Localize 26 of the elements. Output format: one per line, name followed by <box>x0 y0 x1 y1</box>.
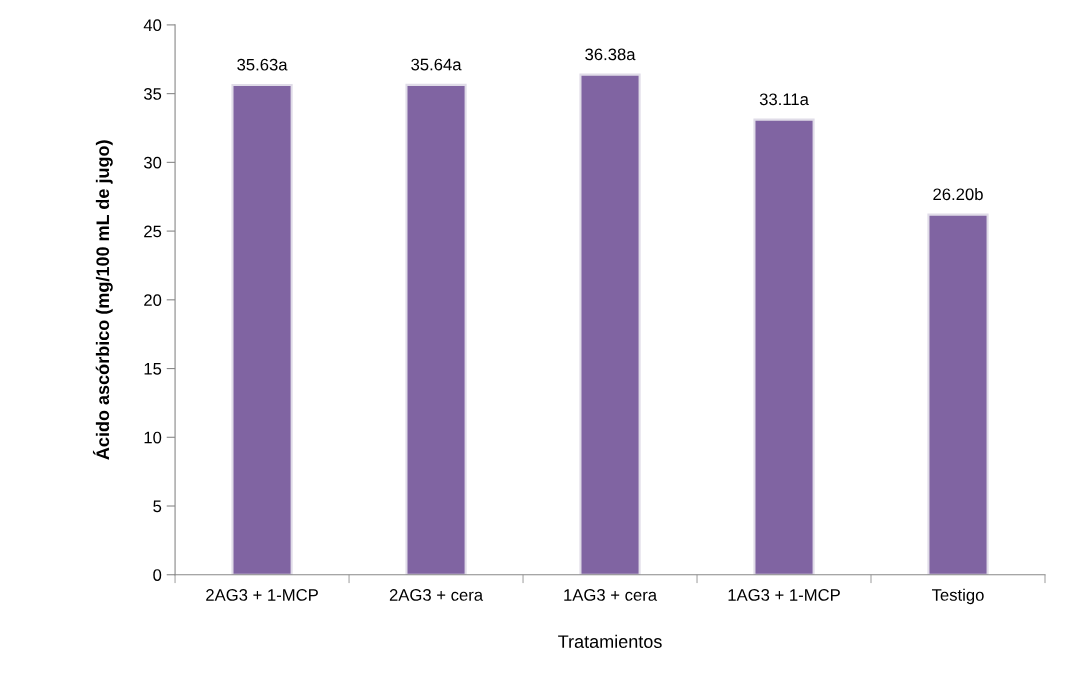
data-label: 33.11a <box>759 93 809 106</box>
x-tick-label: 1AG3 + 1-MCP <box>728 589 840 601</box>
data-label: 36.38a <box>585 48 636 61</box>
y-axis-title: Ácido ascórbico (mg/100 mL de jugo) <box>92 140 113 460</box>
data-label: 35.64a <box>411 58 462 71</box>
bar <box>927 213 989 575</box>
y-tick-label: 30 <box>143 156 162 169</box>
x-tick-label: 2AG3 + 1-MCP <box>206 589 318 601</box>
bar <box>405 83 467 575</box>
y-tick-label: 5 <box>153 500 162 513</box>
y-tick-label: 0 <box>153 569 162 581</box>
y-tick-label: 10 <box>144 431 162 444</box>
x-tick-label: 2AG3 + cera <box>389 589 484 601</box>
bar <box>231 83 293 575</box>
x-tick-label: Testigo <box>931 588 984 605</box>
y-tick-label: 40 <box>143 19 162 32</box>
y-tick-label: 25 <box>144 225 162 238</box>
bar <box>579 73 641 575</box>
bar <box>753 118 815 575</box>
y-tick-label: 35 <box>143 88 162 100</box>
data-label: 35.63a <box>237 58 288 71</box>
x-axis-title: Tratamientos <box>558 634 662 648</box>
y-tick-label: 15 <box>144 363 162 375</box>
data-label: 26.20b <box>933 187 983 201</box>
x-tick-label: 1AG3 + cera <box>564 589 658 601</box>
y-tick-label: 20 <box>144 294 162 307</box>
